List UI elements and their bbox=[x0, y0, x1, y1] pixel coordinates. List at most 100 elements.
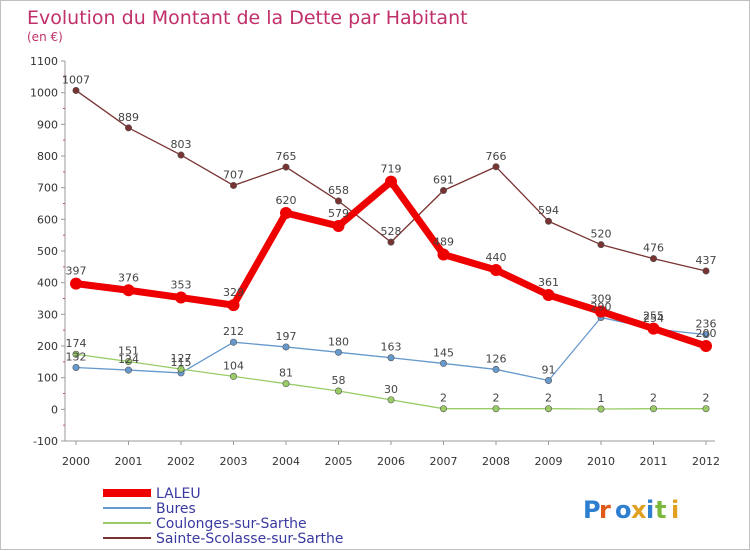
y-tick-label: 1000 bbox=[30, 87, 58, 100]
data-point bbox=[177, 151, 185, 159]
data-point bbox=[332, 219, 345, 232]
data-point bbox=[282, 380, 290, 388]
data-point bbox=[595, 305, 607, 318]
chart-title: Evolution du Montant de la Dette par Hab… bbox=[27, 7, 468, 29]
data-label: 174 bbox=[66, 337, 87, 350]
legend-label: Sainte-Scolasse-sur-Sarthe bbox=[156, 531, 344, 547]
legend-label: Coulonges-sur-Sarthe bbox=[156, 516, 307, 532]
x-tick-label: 2009 bbox=[535, 455, 563, 468]
data-point bbox=[649, 405, 657, 413]
data-point bbox=[230, 372, 238, 380]
logo-letter: P bbox=[583, 496, 601, 524]
data-point bbox=[334, 348, 342, 356]
data-label: 329 bbox=[223, 286, 244, 299]
x-tick-label: 2012 bbox=[692, 455, 720, 468]
x-tick-label: 2001 bbox=[115, 455, 143, 468]
data-point bbox=[700, 340, 712, 352]
x-tick-label: 2004 bbox=[272, 455, 300, 468]
data-label: 104 bbox=[223, 359, 244, 372]
data-label: 620 bbox=[276, 194, 297, 207]
data-point bbox=[72, 86, 80, 94]
data-point bbox=[334, 387, 342, 395]
x-tick-label: 2010 bbox=[587, 455, 615, 468]
data-point bbox=[227, 299, 240, 312]
x-tick-label: 2002 bbox=[167, 455, 195, 468]
data-label: 376 bbox=[118, 271, 139, 284]
data-label: 254 bbox=[643, 312, 664, 325]
proxiti-logo: Pr o x i t i bbox=[583, 496, 679, 524]
data-point bbox=[387, 354, 395, 362]
data-point bbox=[702, 267, 710, 275]
x-tick-label: 2008 bbox=[482, 455, 510, 468]
data-label: 520 bbox=[591, 228, 612, 241]
data-point bbox=[544, 217, 552, 225]
data-point bbox=[72, 350, 80, 358]
y-tick-label: 300 bbox=[37, 308, 58, 321]
data-point bbox=[439, 405, 447, 413]
x-tick-label: 2005 bbox=[325, 455, 353, 468]
data-point bbox=[544, 377, 552, 385]
data-point bbox=[72, 364, 80, 372]
data-label: 255 bbox=[643, 310, 664, 323]
data-point bbox=[175, 291, 187, 304]
data-point bbox=[597, 405, 605, 413]
logo-letter: r bbox=[599, 496, 611, 524]
data-point bbox=[125, 124, 133, 132]
data-point bbox=[439, 359, 447, 367]
data-label: 200 bbox=[696, 327, 717, 340]
data-point bbox=[125, 366, 133, 374]
logo-letter: o bbox=[615, 496, 632, 524]
y-tick-label: 100 bbox=[37, 372, 58, 385]
y-tick-label: 600 bbox=[37, 213, 58, 226]
data-label: 126 bbox=[486, 352, 507, 365]
data-label: 30 bbox=[384, 383, 398, 396]
data-label: 766 bbox=[486, 150, 507, 163]
series-layer bbox=[70, 86, 712, 413]
data-point bbox=[492, 163, 500, 171]
data-point bbox=[490, 264, 502, 276]
data-point bbox=[597, 241, 605, 249]
data-point bbox=[542, 289, 555, 302]
legend-label: Bures bbox=[156, 501, 196, 517]
data-label: 127 bbox=[171, 352, 192, 365]
y-tick-label: 0 bbox=[51, 403, 58, 416]
y-tick-label: 700 bbox=[37, 182, 58, 195]
x-tick-label: 2003 bbox=[220, 455, 248, 468]
series-line-laleu bbox=[72, 178, 710, 350]
data-label: 361 bbox=[538, 276, 559, 289]
data-point bbox=[387, 238, 395, 246]
data-point bbox=[230, 338, 238, 346]
data-label: 691 bbox=[433, 174, 454, 187]
data-label: 145 bbox=[433, 346, 454, 359]
data-label: 132 bbox=[66, 351, 87, 364]
data-label: 719 bbox=[381, 163, 402, 176]
data-label: 1007 bbox=[62, 73, 90, 86]
data-label: 290 bbox=[591, 301, 612, 314]
logo-letter: i bbox=[671, 496, 679, 524]
data-point bbox=[492, 405, 500, 413]
y-tick-label: 400 bbox=[37, 277, 58, 290]
data-label: 528 bbox=[381, 225, 402, 238]
data-label: 579 bbox=[328, 207, 349, 220]
data-label: 440 bbox=[486, 251, 507, 264]
data-label: 489 bbox=[433, 235, 454, 248]
data-label: 124 bbox=[118, 353, 139, 366]
data-label: 2 bbox=[493, 392, 500, 405]
data-label: 2 bbox=[703, 392, 710, 405]
data-point bbox=[177, 365, 185, 373]
data-point bbox=[122, 284, 135, 297]
data-point bbox=[647, 322, 660, 335]
data-label: 151 bbox=[118, 345, 139, 358]
y-tick-label: 200 bbox=[37, 340, 58, 353]
data-point bbox=[280, 207, 292, 219]
data-label: 765 bbox=[276, 150, 297, 163]
data-point bbox=[282, 343, 290, 351]
data-point bbox=[437, 248, 450, 261]
data-point bbox=[282, 163, 290, 171]
data-label: 889 bbox=[118, 111, 139, 124]
logo-letter: t bbox=[655, 496, 666, 524]
data-point bbox=[385, 175, 397, 188]
data-label: 58 bbox=[332, 374, 346, 387]
